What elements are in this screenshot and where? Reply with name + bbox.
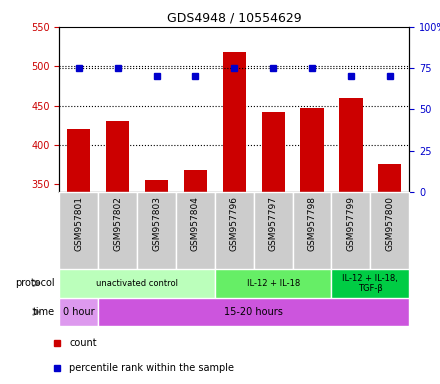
- Bar: [370, 192, 409, 269]
- Text: GSM957798: GSM957798: [308, 196, 316, 251]
- Bar: [215, 192, 254, 269]
- Text: GSM957804: GSM957804: [191, 196, 200, 251]
- Bar: [59, 269, 215, 298]
- Bar: [176, 192, 215, 269]
- Text: GSM957799: GSM957799: [346, 196, 356, 251]
- Text: GSM957802: GSM957802: [113, 196, 122, 251]
- Bar: [301, 108, 324, 192]
- Text: GSM957801: GSM957801: [74, 196, 83, 251]
- Bar: [223, 52, 246, 192]
- Bar: [59, 192, 98, 269]
- Bar: [254, 192, 293, 269]
- Text: protocol: protocol: [15, 278, 55, 288]
- Text: percentile rank within the sample: percentile rank within the sample: [69, 363, 234, 373]
- Bar: [339, 98, 363, 192]
- Bar: [215, 269, 331, 298]
- Bar: [145, 180, 168, 192]
- Bar: [98, 298, 409, 326]
- Text: IL-12 + IL-18: IL-12 + IL-18: [246, 279, 300, 288]
- Bar: [137, 192, 176, 269]
- Bar: [184, 170, 207, 192]
- Text: GSM957803: GSM957803: [152, 196, 161, 251]
- Bar: [378, 164, 401, 192]
- Text: IL-12 + IL-18,
TGF-β: IL-12 + IL-18, TGF-β: [342, 273, 398, 293]
- Bar: [331, 269, 409, 298]
- Text: 15-20 hours: 15-20 hours: [224, 307, 283, 317]
- Bar: [67, 129, 91, 192]
- Bar: [331, 192, 370, 269]
- Bar: [261, 112, 285, 192]
- Text: GSM957797: GSM957797: [269, 196, 278, 251]
- Text: 0 hour: 0 hour: [63, 307, 95, 317]
- Bar: [293, 192, 331, 269]
- Title: GDS4948 / 10554629: GDS4948 / 10554629: [167, 11, 301, 24]
- Bar: [98, 192, 137, 269]
- Text: unactivated control: unactivated control: [96, 279, 178, 288]
- Text: GSM957796: GSM957796: [230, 196, 239, 251]
- Text: time: time: [33, 307, 55, 317]
- Bar: [106, 121, 129, 192]
- Text: count: count: [69, 338, 97, 348]
- Bar: [59, 298, 98, 326]
- Text: GSM957800: GSM957800: [385, 196, 394, 251]
